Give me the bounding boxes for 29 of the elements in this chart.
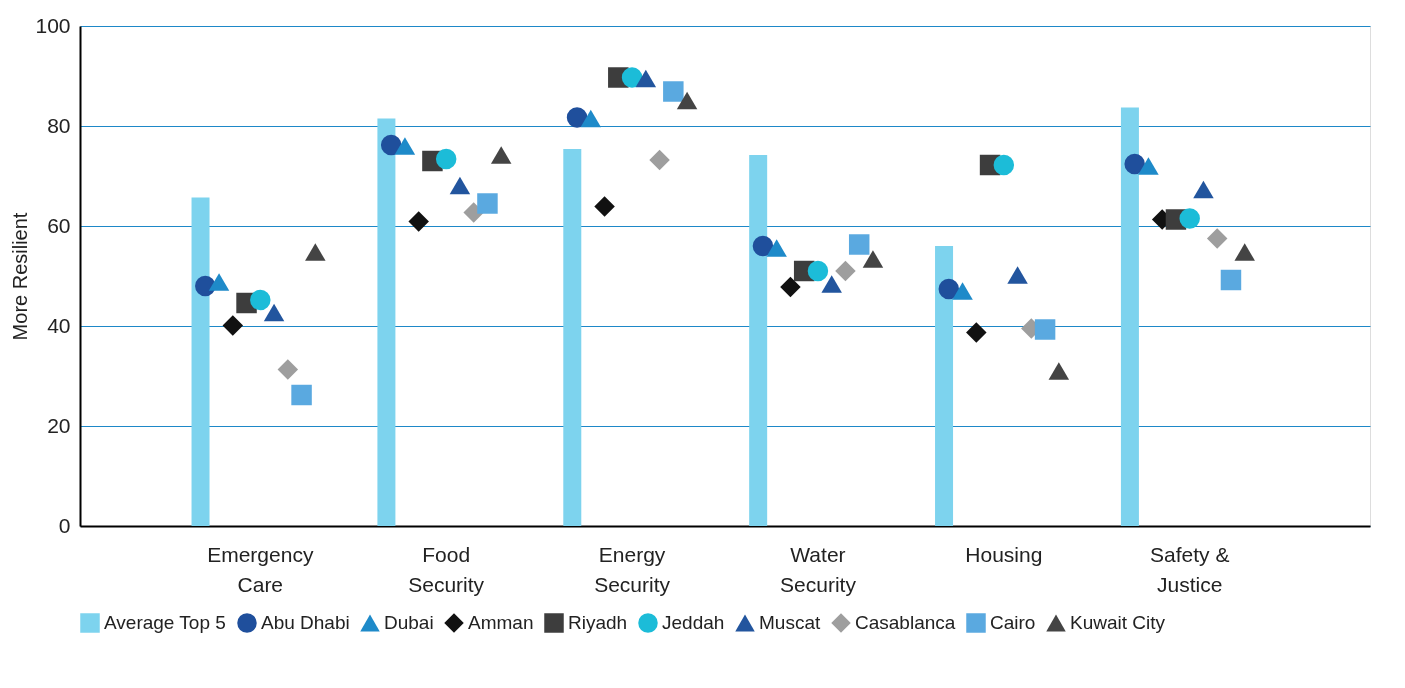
bar — [935, 246, 954, 526]
y-tick-label: 60 — [47, 213, 71, 237]
y-axis-title: More Resilient — [9, 212, 32, 341]
bar — [191, 197, 210, 526]
legend-label: Amman — [468, 612, 534, 633]
x-tick-label: Safety & Justice — [1150, 542, 1230, 596]
legend-label: Muscat — [759, 612, 821, 633]
legend-label: Cairo — [990, 612, 1036, 633]
x-tick-label: Water Security — [780, 542, 857, 596]
y-tick-label: 100 — [35, 13, 71, 37]
bar — [1120, 107, 1139, 526]
y-tick-label: 80 — [47, 113, 71, 137]
legend-label: Riyadh — [568, 612, 628, 633]
y-tick-label: 20 — [47, 413, 71, 437]
legend-label: Jeddah — [662, 612, 725, 633]
legend-label: Dubai — [384, 612, 434, 633]
legend-label: Casablanca — [855, 612, 956, 633]
legend-label: Kuwait City — [1070, 612, 1166, 633]
bar — [749, 155, 768, 526]
legend-label: Average Top 5 — [104, 612, 226, 633]
x-tick-label: Housing — [965, 542, 1043, 566]
bar — [563, 149, 582, 526]
y-tick-label: 40 — [47, 313, 71, 337]
x-tick-label: Food Security — [408, 542, 485, 596]
y-tick-label: 0 — [58, 513, 71, 537]
bar — [377, 118, 396, 526]
x-tick-label: Energy Security — [594, 542, 671, 596]
x-tick-label: Emergency Care — [207, 542, 314, 596]
legend-label: Abu Dhabi — [261, 612, 350, 633]
